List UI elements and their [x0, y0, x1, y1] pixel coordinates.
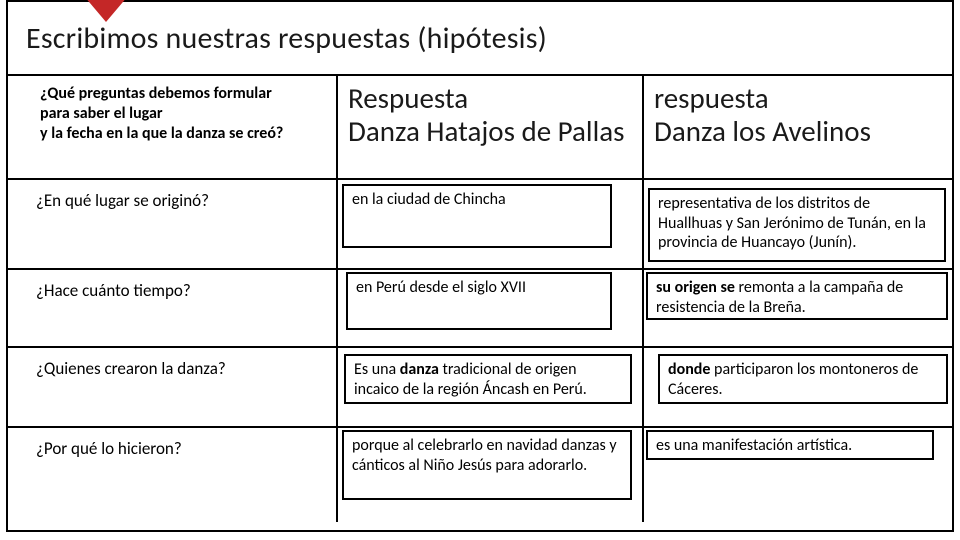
a2-1-box: en Perú desde el siglo XVII: [346, 272, 612, 330]
q4-text: ¿Por qué lo hicieron?: [8, 428, 336, 467]
a1-2-text: representativa de los distritos de Huall…: [658, 194, 926, 252]
header-q-line3: y la fecha en la que la danza se creó?: [40, 124, 322, 144]
a3-1-bold: danza: [400, 360, 439, 379]
a2-2-cell: su origen se remonta a la campaña de res…: [644, 270, 952, 348]
q3-cell: ¿Quienes crearon la danza?: [8, 348, 338, 428]
a1-1-cell: en la ciudad de Chincha: [338, 180, 644, 270]
resp2-name: Danza los Avelinos: [654, 115, 942, 148]
document-frame: Escribimos nuestras respuestas (hipótesi…: [6, 0, 954, 532]
a3-2-box: donde participaron los montoneros de Các…: [658, 354, 948, 404]
a3-2-bold: donde: [668, 360, 710, 379]
header-resp2-cell: respuesta Danza los Avelinos: [644, 76, 952, 180]
resp1-name: Danza Hatajos de Pallas: [348, 115, 632, 148]
a4-2-text: es una manifestación artística.: [656, 436, 852, 455]
a2-1-cell: en Perú desde el siglo XVII: [338, 270, 644, 348]
q2-cell: ¿Hace cuánto tiempo?: [8, 270, 338, 348]
a3-1-cell: Es una danza tradicional de origen incai…: [338, 348, 644, 428]
q2-text: ¿Hace cuánto tiempo?: [8, 270, 336, 309]
resp2-label: respuesta: [654, 82, 942, 115]
q1-cell: ¿En qué lugar se originó?: [8, 180, 338, 270]
header-q-line1: ¿Qué preguntas debemos formular: [40, 84, 322, 104]
q1-text: ¿En qué lugar se originó?: [8, 180, 336, 219]
header-question-cell: ¿Qué preguntas debemos formular para sab…: [8, 76, 338, 180]
a2-2-box: su origen se remonta a la campaña de res…: [646, 272, 948, 320]
a4-1-box: porque al celebrarlo en navidad danzas y…: [342, 430, 632, 500]
header-resp1-cell: Respuesta Danza Hatajos de Pallas: [338, 76, 644, 180]
chevron-down-icon: [84, 0, 128, 34]
q3-text: ¿Quienes crearon la danza?: [8, 348, 336, 387]
resp1-label: Respuesta: [348, 82, 632, 115]
a1-2-cell: representativa de los distritos de Huall…: [644, 180, 952, 270]
a3-1-pre: Es una: [354, 360, 400, 379]
header-q-line2: para saber el lugar: [40, 104, 322, 124]
a2-2-bold: su origen se: [656, 278, 735, 297]
a3-2-cell: donde participaron los montoneros de Các…: [644, 348, 952, 428]
a2-1-text: en Perú desde el siglo XVII: [356, 278, 526, 297]
q4-cell: ¿Por qué lo hicieron?: [8, 428, 338, 522]
a1-1-text: en la ciudad de Chincha: [352, 190, 506, 209]
a4-1-cell: porque al celebrarlo en navidad danzas y…: [338, 428, 644, 522]
a3-1-box: Es una danza tradicional de origen incai…: [344, 354, 632, 404]
a4-2-box: es una manifestación artística.: [646, 430, 934, 460]
answer-grid: ¿Qué preguntas debemos formular para sab…: [8, 76, 952, 522]
a1-1-box: en la ciudad de Chincha: [342, 184, 612, 248]
a4-1-text: porque al celebrarlo en navidad danzas y…: [352, 436, 617, 475]
a4-2-cell: es una manifestación artística.: [644, 428, 952, 522]
a1-2-box: representativa de los distritos de Huall…: [648, 188, 946, 262]
title-row: Escribimos nuestras respuestas (hipótesi…: [8, 2, 952, 76]
